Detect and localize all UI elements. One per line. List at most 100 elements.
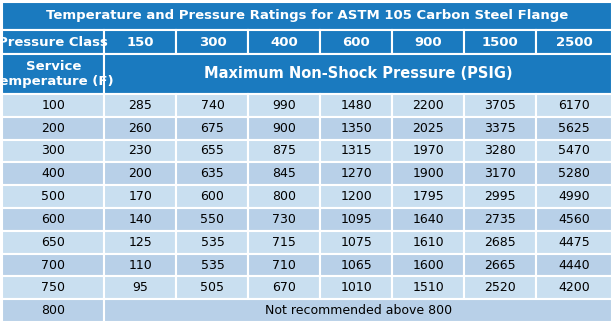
Bar [249, 140, 321, 162]
Bar [537, 117, 612, 140]
Bar [537, 231, 612, 254]
Bar [249, 254, 321, 276]
Bar [464, 140, 537, 162]
Bar [321, 30, 392, 54]
Text: 1970: 1970 [413, 145, 445, 157]
Bar [176, 231, 249, 254]
Bar [176, 140, 249, 162]
Text: 3375: 3375 [484, 122, 516, 135]
Bar [2, 162, 104, 185]
Bar [176, 254, 249, 276]
Text: 600: 600 [201, 190, 224, 203]
Text: 2665: 2665 [484, 259, 516, 272]
Bar [249, 276, 321, 299]
Text: 4560: 4560 [558, 213, 590, 226]
Text: 655: 655 [201, 145, 224, 157]
Bar [249, 185, 321, 208]
Text: Not recommended above 800: Not recommended above 800 [265, 304, 452, 317]
Text: Temperature and Pressure Ratings for ASTM 105 Carbon Steel Flange: Temperature and Pressure Ratings for AST… [46, 9, 568, 22]
Text: 2520: 2520 [484, 281, 516, 294]
Text: 230: 230 [128, 145, 152, 157]
Text: 1640: 1640 [413, 213, 444, 226]
Bar [321, 185, 392, 208]
Bar [249, 30, 321, 54]
Bar [104, 94, 176, 117]
Bar [321, 140, 392, 162]
Text: 900: 900 [414, 36, 442, 49]
Text: 715: 715 [273, 236, 297, 249]
Bar [537, 185, 612, 208]
Text: 730: 730 [273, 213, 297, 226]
Bar [392, 276, 464, 299]
Bar [537, 276, 612, 299]
Text: 3170: 3170 [484, 167, 516, 180]
Text: 100: 100 [41, 99, 65, 112]
Bar [321, 276, 392, 299]
Bar [464, 117, 537, 140]
Bar [464, 94, 537, 117]
Text: 2500: 2500 [556, 36, 593, 49]
Text: 535: 535 [201, 236, 224, 249]
Text: 1075: 1075 [341, 236, 372, 249]
Text: 740: 740 [201, 99, 224, 112]
Bar [176, 94, 249, 117]
Bar [2, 117, 104, 140]
Text: 750: 750 [41, 281, 65, 294]
Bar [321, 231, 392, 254]
Text: 1065: 1065 [341, 259, 372, 272]
Bar [464, 162, 537, 185]
Text: 1500: 1500 [482, 36, 519, 49]
Text: 500: 500 [41, 190, 65, 203]
Text: 600: 600 [41, 213, 65, 226]
Bar [464, 231, 537, 254]
Bar [321, 208, 392, 231]
Text: 845: 845 [273, 167, 297, 180]
Bar [537, 140, 612, 162]
Text: 4475: 4475 [558, 236, 590, 249]
Text: 2995: 2995 [484, 190, 516, 203]
Text: 140: 140 [128, 213, 152, 226]
Bar [2, 208, 104, 231]
Bar [2, 54, 104, 94]
Text: 3705: 3705 [484, 99, 516, 112]
Bar [392, 208, 464, 231]
Text: 675: 675 [201, 122, 224, 135]
Bar [176, 185, 249, 208]
Text: 635: 635 [201, 167, 224, 180]
Bar [392, 140, 464, 162]
Text: 4440: 4440 [558, 259, 590, 272]
Text: 4990: 4990 [558, 190, 590, 203]
Bar [392, 254, 464, 276]
Bar [537, 254, 612, 276]
Text: 1350: 1350 [341, 122, 372, 135]
Bar [537, 30, 612, 54]
Bar [104, 117, 176, 140]
Text: 300: 300 [198, 36, 227, 49]
Text: 1315: 1315 [341, 145, 372, 157]
Text: 125: 125 [128, 236, 152, 249]
Bar [464, 276, 537, 299]
Bar [321, 254, 392, 276]
Text: 2025: 2025 [413, 122, 445, 135]
Text: Service
Temperature (F): Service Temperature (F) [0, 60, 114, 88]
Text: 1480: 1480 [341, 99, 372, 112]
Text: 1795: 1795 [413, 190, 445, 203]
Bar [2, 231, 104, 254]
Bar [2, 276, 104, 299]
Bar [249, 208, 321, 231]
Text: 535: 535 [201, 259, 224, 272]
Bar [104, 185, 176, 208]
Bar [392, 231, 464, 254]
Text: 800: 800 [41, 304, 65, 317]
Text: 150: 150 [126, 36, 154, 49]
Text: 710: 710 [273, 259, 297, 272]
Text: 670: 670 [273, 281, 297, 294]
Bar [464, 254, 537, 276]
Bar [392, 162, 464, 185]
Text: 5280: 5280 [558, 167, 590, 180]
Bar [2, 30, 104, 54]
Text: 875: 875 [273, 145, 297, 157]
Bar [176, 117, 249, 140]
Bar [104, 299, 612, 322]
Text: 900: 900 [273, 122, 297, 135]
